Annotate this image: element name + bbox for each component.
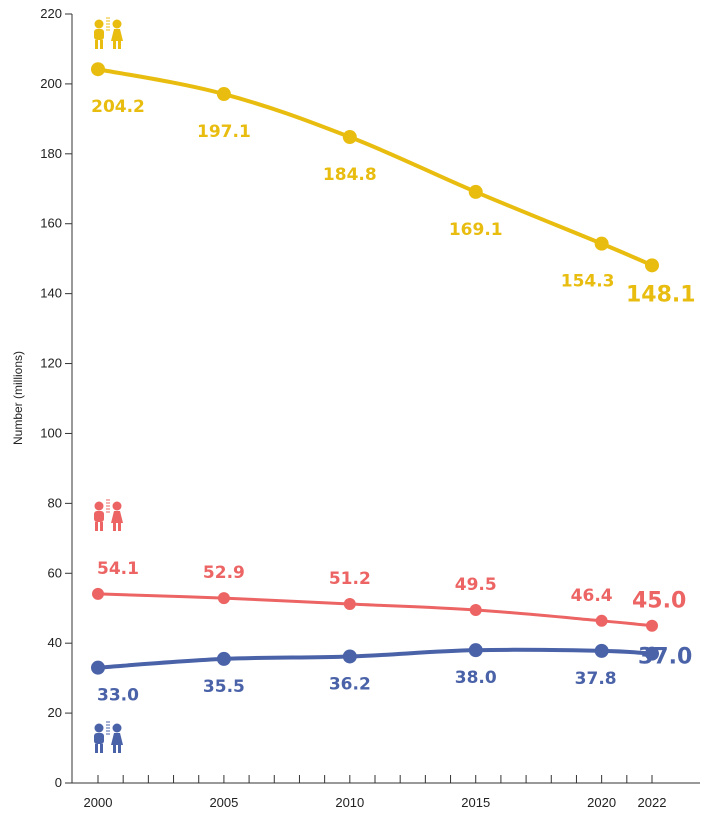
data-label: 38.0 xyxy=(455,668,497,688)
data-point xyxy=(343,130,357,144)
data-label: 46.4 xyxy=(571,586,613,606)
data-label: 184.8 xyxy=(323,165,377,185)
y-tick-label: 200 xyxy=(40,76,62,91)
data-label: 45.0 xyxy=(632,589,686,614)
series-lines xyxy=(98,69,652,667)
data-label: 37.0 xyxy=(638,645,692,670)
axes xyxy=(72,14,700,783)
data-label: 54.1 xyxy=(97,559,139,579)
data-label: 36.2 xyxy=(329,674,371,694)
data-label: 52.9 xyxy=(203,563,245,583)
data-point xyxy=(646,620,658,632)
data-point xyxy=(343,649,357,663)
data-point xyxy=(595,644,609,658)
y-ticks: 0 20 40 60 80 100 120 140 160 180 200 220 xyxy=(40,6,72,790)
data-label: 35.5 xyxy=(203,677,245,697)
y-tick-label: 100 xyxy=(40,425,62,440)
data-labels: 204.2 197.1 184.8 169.1 154.3 148.1 54.1 52.9 51… xyxy=(91,97,695,705)
y-tick-label: 60 xyxy=(48,565,62,580)
x-tick-label: 2005 xyxy=(209,795,238,810)
y-tick-label: 220 xyxy=(40,6,62,21)
x-ticks: 2000 2005 2010 2015 2020 2022 xyxy=(84,775,667,810)
data-label: 49.5 xyxy=(455,575,497,595)
data-point xyxy=(217,652,231,666)
x-tick-label: 2000 xyxy=(84,795,113,810)
series-icons xyxy=(94,18,123,753)
data-label: 197.1 xyxy=(197,122,251,142)
data-point xyxy=(595,237,609,251)
data-label: 37.8 xyxy=(575,669,617,689)
data-label: 51.2 xyxy=(329,569,371,589)
x-tick-label: 2020 xyxy=(587,795,616,810)
data-point xyxy=(91,661,105,675)
y-tick-label: 0 xyxy=(55,775,62,790)
data-point xyxy=(217,87,231,101)
children-icon-red xyxy=(94,500,123,531)
x-tick-label: 2022 xyxy=(638,795,667,810)
y-tick-label: 20 xyxy=(48,705,62,720)
data-point xyxy=(92,588,104,600)
data-point xyxy=(91,62,105,76)
data-label: 154.3 xyxy=(561,272,615,292)
data-point xyxy=(218,592,230,604)
x-tick-label: 2010 xyxy=(335,795,364,810)
data-label: 204.2 xyxy=(91,97,145,117)
data-label: 33.0 xyxy=(97,686,139,706)
y-axis-label: Number (millions) xyxy=(11,351,25,445)
y-tick-label: 80 xyxy=(48,495,62,510)
data-point xyxy=(344,598,356,610)
children-icon-blue xyxy=(94,722,123,753)
data-point xyxy=(469,643,483,657)
series-points xyxy=(91,62,659,674)
y-tick-label: 120 xyxy=(40,356,62,371)
y-tick-label: 160 xyxy=(40,216,62,231)
series-line-2 xyxy=(98,594,652,626)
data-point xyxy=(645,258,659,272)
series-line-3 xyxy=(98,650,652,668)
data-label: 169.1 xyxy=(449,220,503,240)
y-tick-label: 180 xyxy=(40,146,62,161)
children-icon-yellow xyxy=(94,18,123,49)
data-point xyxy=(469,185,483,199)
y-tick-label: 140 xyxy=(40,286,62,301)
data-label: 148.1 xyxy=(626,282,696,307)
x-tick-label: 2015 xyxy=(461,795,490,810)
data-point xyxy=(470,604,482,616)
y-tick-label: 40 xyxy=(48,635,62,650)
data-point xyxy=(596,615,608,627)
